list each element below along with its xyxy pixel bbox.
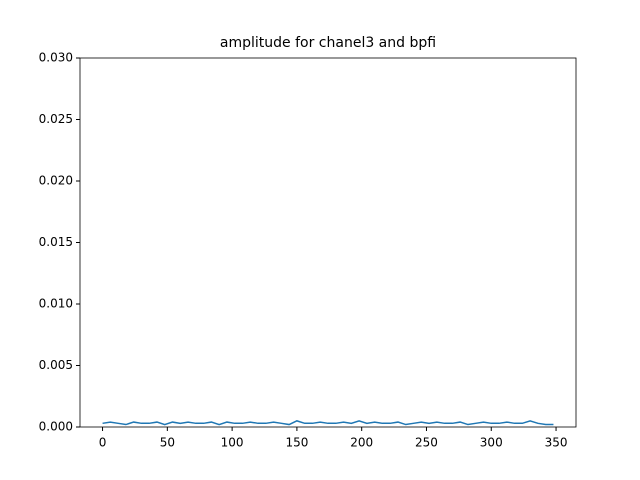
line [102, 420, 554, 426]
x-tick-label: 350 [545, 436, 568, 450]
chart-title: amplitude for chanel3 and bpfi [220, 35, 436, 51]
y-tick-label: 0.020 [39, 174, 73, 188]
plot-frame [79, 57, 577, 428]
x-tick-label: 250 [415, 436, 438, 450]
y-tick-label: 0.000 [39, 420, 73, 434]
y-tick-label: 0.010 [39, 297, 73, 311]
x-tick-label: 300 [480, 436, 503, 450]
y-tick-label: 0.030 [39, 51, 73, 65]
x-tick-label: 150 [285, 436, 308, 450]
x-tick-label: 50 [160, 436, 175, 450]
y-tick-label: 0.025 [39, 112, 73, 126]
x-tick-label: 200 [350, 436, 373, 450]
x-tick-label: 100 [221, 436, 244, 450]
y-tick-label: 0.005 [39, 358, 73, 372]
y-tick-label: 0.015 [39, 235, 73, 249]
x-tick-label: 0 [99, 436, 107, 450]
